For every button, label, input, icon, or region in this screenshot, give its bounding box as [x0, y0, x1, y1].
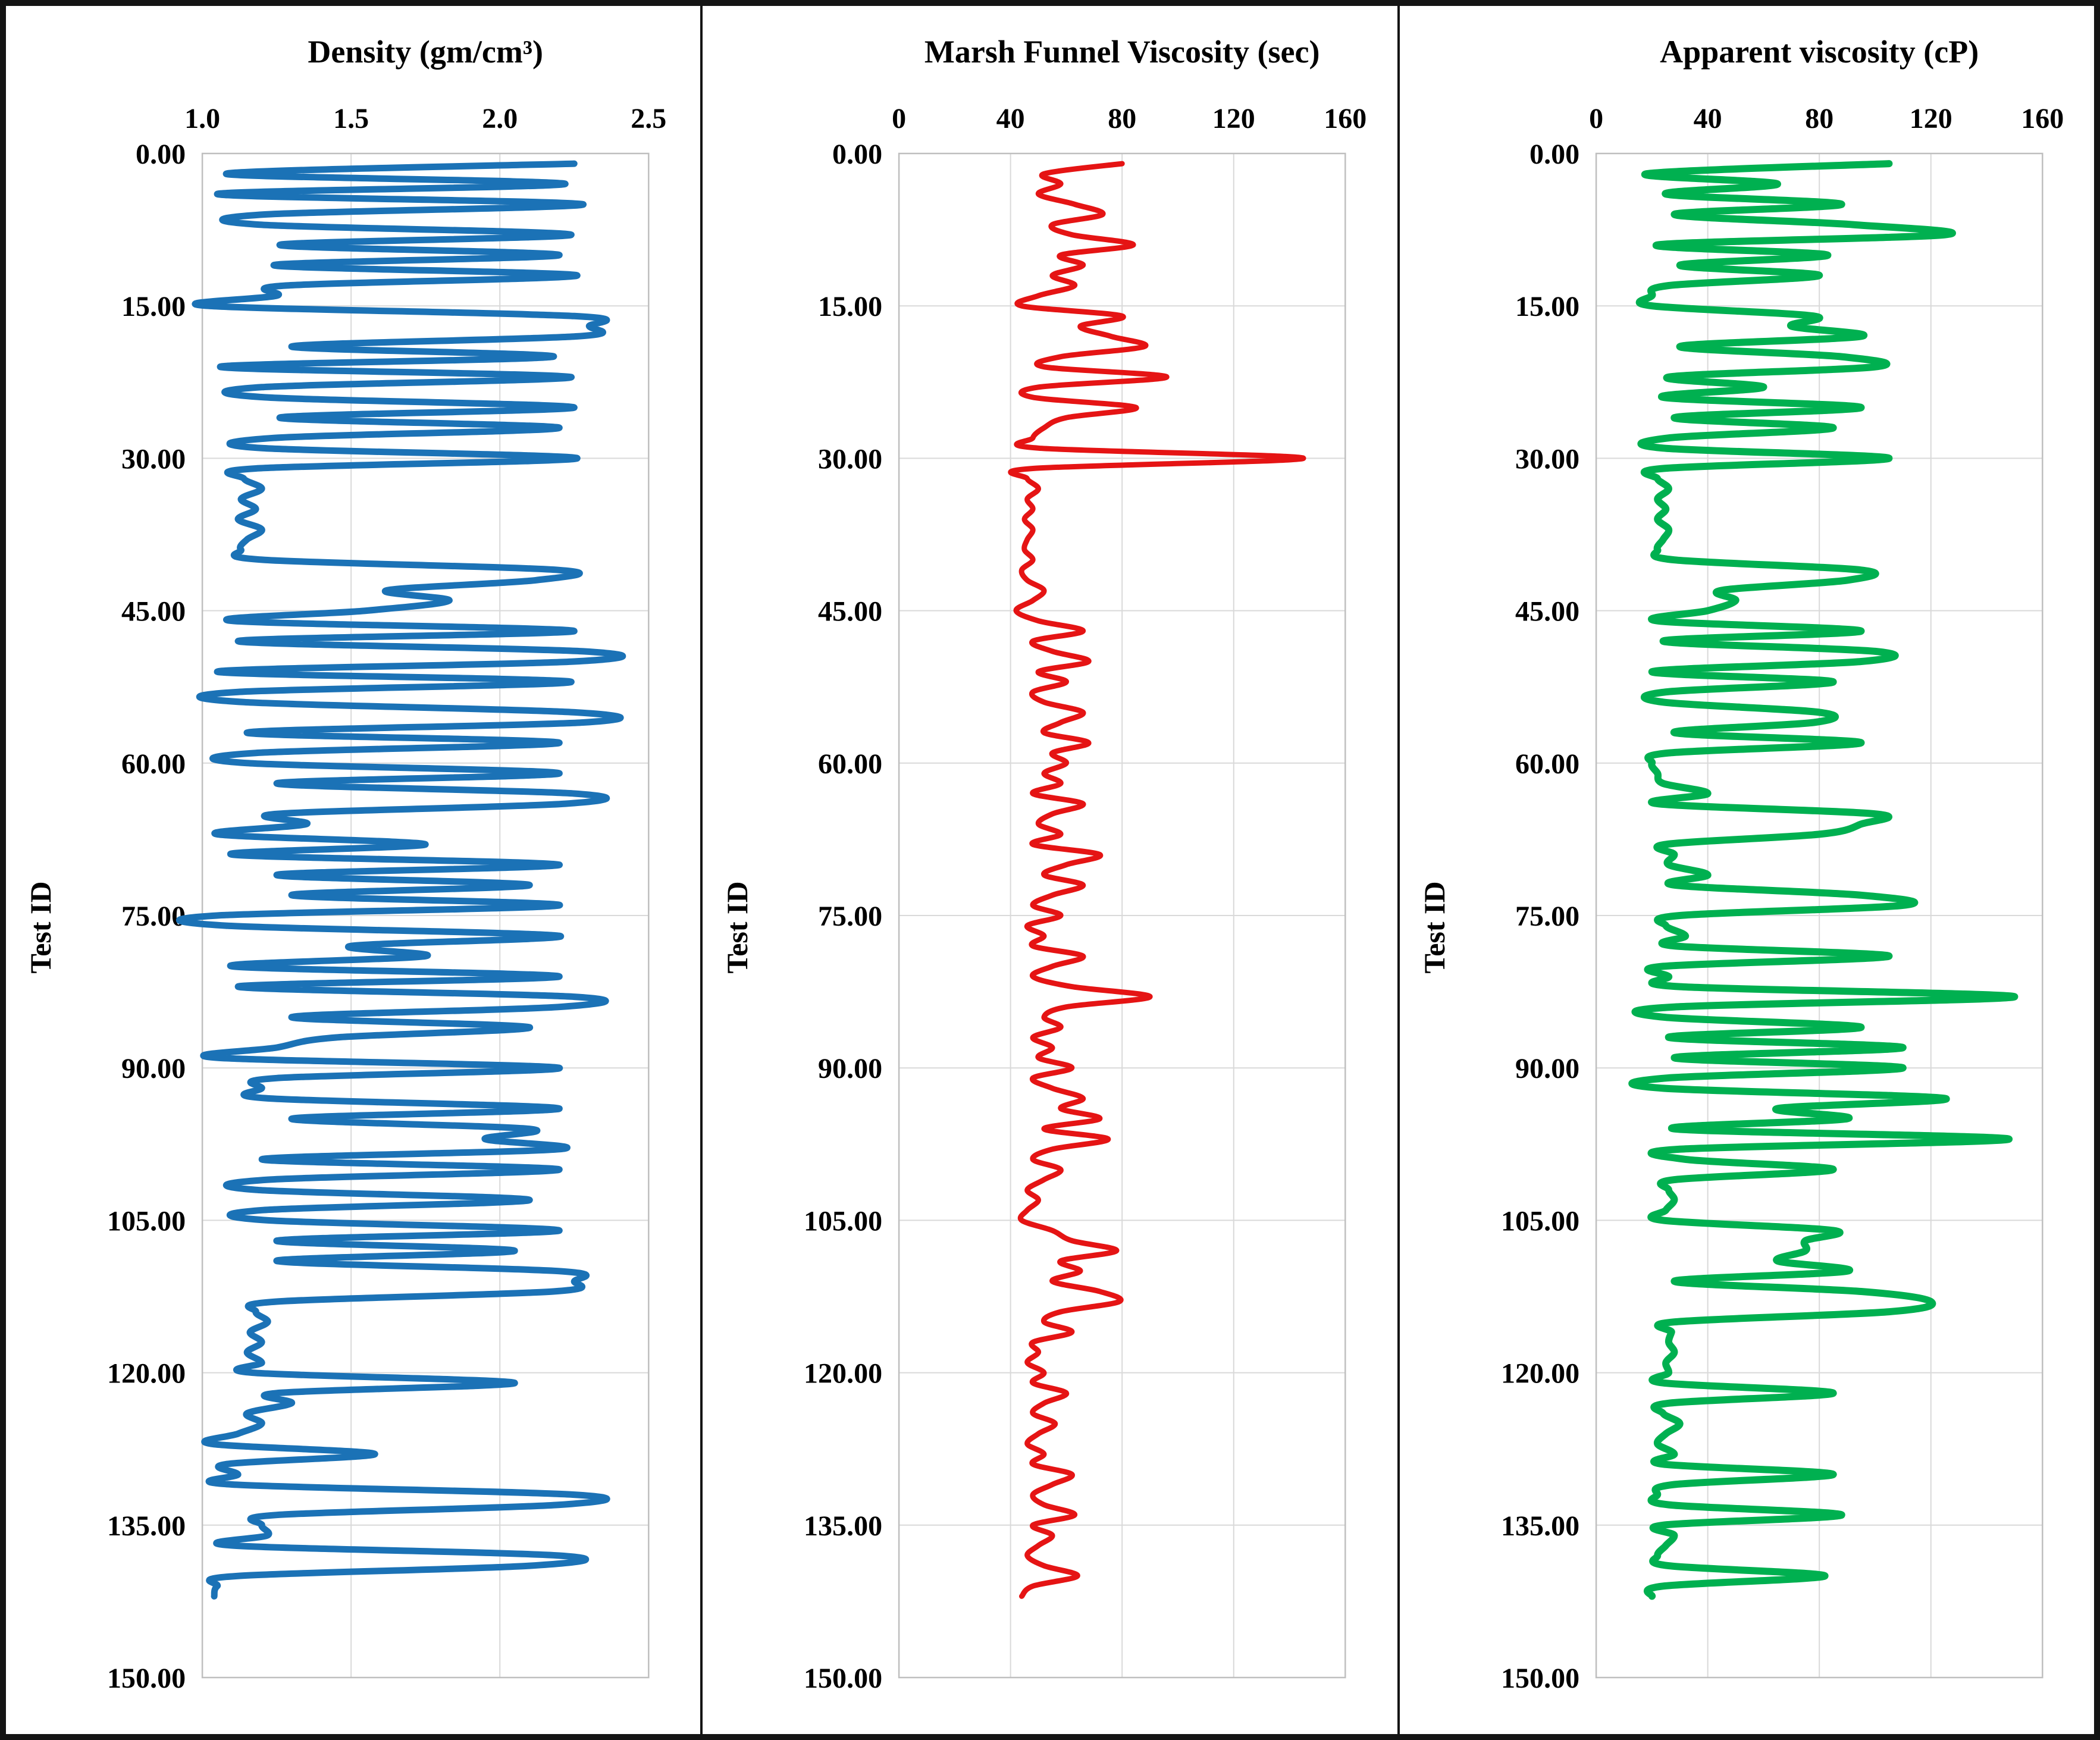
y-tick-label: 120.00 — [107, 1358, 186, 1390]
y-tick-label: 135.00 — [804, 1510, 882, 1542]
x-tick-label: 160 — [2021, 103, 2064, 134]
x-tick-label: 2.0 — [482, 103, 518, 134]
y-tick-label: 90.00 — [1515, 1053, 1579, 1084]
x-tick-label: 80 — [1108, 103, 1137, 134]
y-tick-label: 120.00 — [1501, 1358, 1579, 1390]
density-plot-area: 1.0 1.5 2.0 2.5 0.00 15.00 30.00 45.00 60.00 75.0… — [24, 103, 666, 1694]
panel-marsh-funnel-viscosity: Marsh Funnel Viscosity (sec) 0 40 80 120 160… — [700, 6, 1397, 1734]
y-tick-label: 45.00 — [121, 596, 186, 628]
chart-title: Density (gm/cm³) — [308, 34, 543, 70]
panel-apparent-viscosity: Apparent viscosity (cP) 0 40 80 120 160 0.00 1… — [1397, 6, 2094, 1734]
y-tick-label: 135.00 — [107, 1510, 186, 1542]
y-tick-label: 105.00 — [107, 1205, 186, 1237]
plot-border — [1595, 152, 2043, 1679]
y-tick-label: 15.00 — [818, 291, 882, 322]
x-tick-label: 80 — [1805, 103, 1833, 134]
y-tick-label: 105.00 — [804, 1205, 882, 1237]
chart-title: Apparent viscosity (cP) — [1660, 34, 1979, 70]
y-tick-label: 45.00 — [1515, 596, 1579, 628]
x-tick-label: 120 — [1212, 103, 1255, 134]
y-axis-title: Test ID — [24, 881, 57, 973]
y-axis-title: Test ID — [720, 881, 754, 973]
x-tick-label: 40 — [1693, 103, 1722, 134]
y-tick-label: 15.00 — [121, 291, 186, 322]
y-tick-label: 150.00 — [1501, 1663, 1579, 1694]
marsh-funnel-chart: Marsh Funnel Viscosity (sec) 0 40 80 120 160… — [720, 34, 1366, 1694]
y-tick-label: 60.00 — [1515, 748, 1579, 780]
y-tick-label: 150.00 — [107, 1663, 186, 1694]
x-tick-label: 1.0 — [184, 103, 220, 134]
y-tick-label: 90.00 — [818, 1053, 882, 1084]
y-tick-label: 45.00 — [818, 596, 882, 628]
y-tick-label: 15.00 — [1515, 291, 1579, 322]
apparent-viscosity-plot-area: 0 40 80 120 160 0.00 15.00 30.00 45.00 60.00 75.00… — [1418, 103, 2064, 1694]
y-tick-label: 90.00 — [121, 1053, 186, 1084]
x-tick-label: 120 — [1909, 103, 1952, 134]
y-tick-label: 105.00 — [1501, 1205, 1579, 1237]
y-tick-label: 75.00 — [818, 901, 882, 932]
y-tick-label: 0.00 — [832, 139, 882, 170]
y-tick-label: 0.00 — [1529, 139, 1579, 170]
y-tick-label: 135.00 — [1501, 1510, 1579, 1542]
x-tick-label: 160 — [1324, 103, 1367, 134]
y-tick-label: 30.00 — [818, 443, 882, 475]
y-tick-label: 150.00 — [804, 1663, 882, 1694]
panel-density: Density (gm/cm³) 1.0 1.5 2.0 2.5 0.00 15.00 30… — [6, 6, 701, 1734]
x-tick-label: 40 — [996, 103, 1025, 134]
apparent-viscosity-line — [1628, 160, 2018, 1600]
x-tick-label: 2.5 — [631, 103, 666, 134]
y-tick-label: 30.00 — [121, 443, 186, 475]
marsh-funnel-plot-area: 0 40 80 120 160 0.00 15.00 30.00 45.00 60.00 75.00… — [720, 103, 1366, 1694]
x-tick-label: 0 — [1589, 103, 1603, 134]
density-line — [175, 160, 626, 1600]
y-tick-label: 75.00 — [1515, 901, 1579, 932]
y-tick-label: 0.00 — [136, 139, 186, 170]
y-tick-label: 60.00 — [121, 748, 186, 780]
x-tick-label: 0 — [892, 103, 906, 134]
y-tick-label: 60.00 — [818, 748, 882, 780]
y-axis-title: Test ID — [1418, 881, 1451, 973]
density-chart: Density (gm/cm³) 1.0 1.5 2.0 2.5 0.00 15.00 30… — [24, 34, 666, 1694]
x-tick-label: 1.5 — [333, 103, 369, 134]
y-tick-label: 75.00 — [121, 901, 186, 932]
y-tick-label: 30.00 — [1515, 443, 1579, 475]
plot-border — [898, 152, 1346, 1679]
apparent-viscosity-chart: Apparent viscosity (cP) 0 40 80 120 160 0.00 1… — [1418, 34, 2064, 1694]
chart-title: Marsh Funnel Viscosity (sec) — [924, 34, 1320, 70]
y-tick-label: 120.00 — [804, 1358, 882, 1390]
marsh-funnel-viscosity-line — [1008, 161, 1306, 1599]
